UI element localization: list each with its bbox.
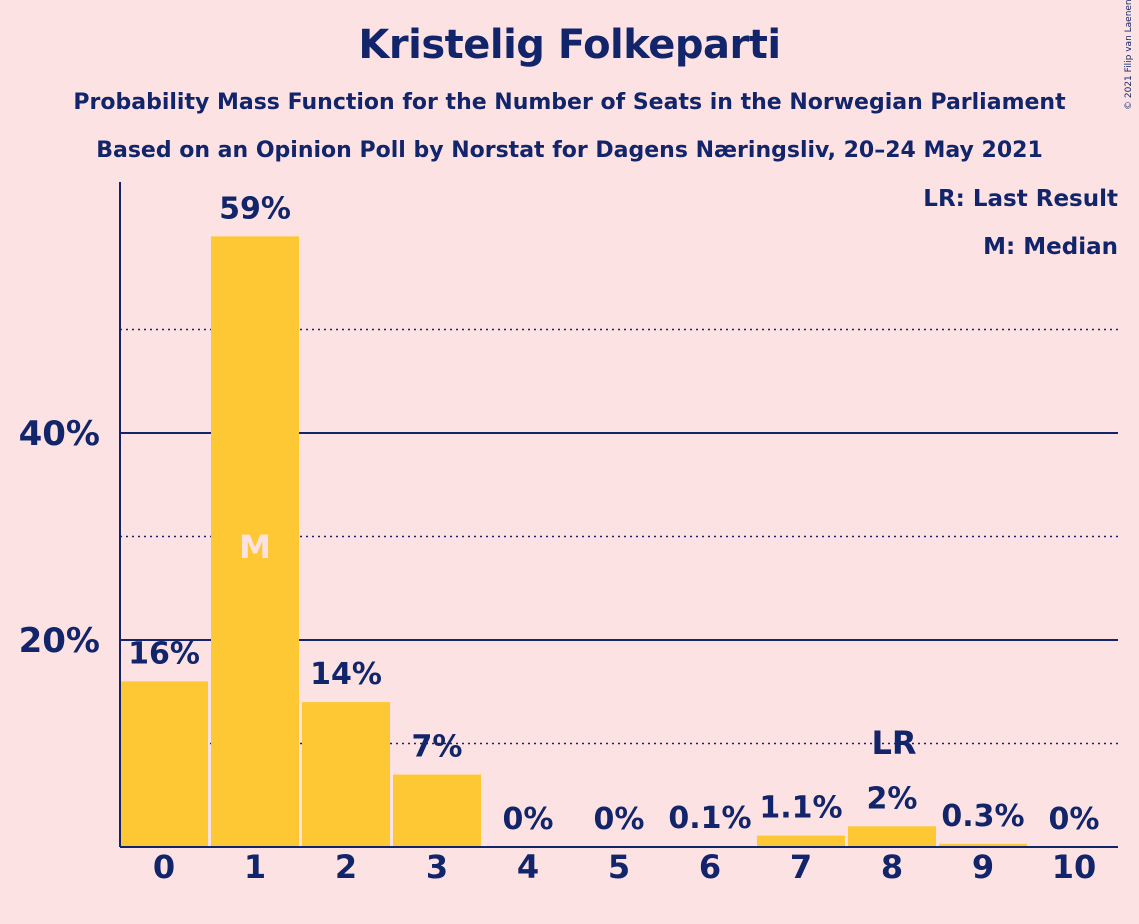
data-label: 0.3%: [941, 799, 1024, 834]
median-marker: M: [239, 528, 271, 566]
data-label: 1.1%: [759, 791, 842, 826]
x-tick-label: 5: [608, 848, 630, 886]
x-tick-label: 4: [517, 848, 539, 886]
bar: [757, 835, 845, 847]
x-tick-label: 7: [790, 848, 812, 886]
legend-last-result: LR: Last Result: [923, 186, 1118, 212]
data-label: 16%: [128, 636, 200, 671]
x-tick-label: 1: [244, 848, 266, 886]
chart-title: Kristelig Folkeparti: [358, 22, 781, 68]
x-tick-label: 3: [426, 848, 448, 886]
bar: [393, 774, 481, 847]
data-label: 7%: [412, 730, 463, 765]
data-label: 14%: [310, 657, 382, 692]
last-result-marker: LR: [871, 724, 916, 762]
chart-subtitle-2: Based on an Opinion Poll by Norstat for …: [96, 138, 1043, 163]
y-tick-label: 20%: [19, 621, 100, 661]
bar: [211, 236, 299, 848]
y-tick-label: 40%: [19, 414, 100, 454]
x-tick-label: 0: [153, 848, 175, 886]
data-label: 2%: [867, 781, 918, 816]
chart-subtitle: Probability Mass Function for the Number…: [73, 90, 1066, 115]
data-label: 0%: [503, 802, 554, 837]
x-tick-label: 8: [881, 848, 903, 886]
x-tick-label: 2: [335, 848, 357, 886]
x-tick-label: 6: [699, 848, 721, 886]
bar: [302, 702, 390, 847]
data-label: 0%: [594, 802, 645, 837]
data-label: 0.1%: [668, 801, 751, 836]
x-tick-label: 9: [972, 848, 994, 886]
legend-median: M: Median: [983, 234, 1118, 260]
data-label: 0%: [1049, 802, 1100, 837]
bar: [939, 843, 1027, 847]
bar: [120, 681, 208, 847]
bar: [848, 826, 936, 847]
data-label: 59%: [219, 191, 291, 226]
x-tick-label: 10: [1052, 848, 1097, 886]
